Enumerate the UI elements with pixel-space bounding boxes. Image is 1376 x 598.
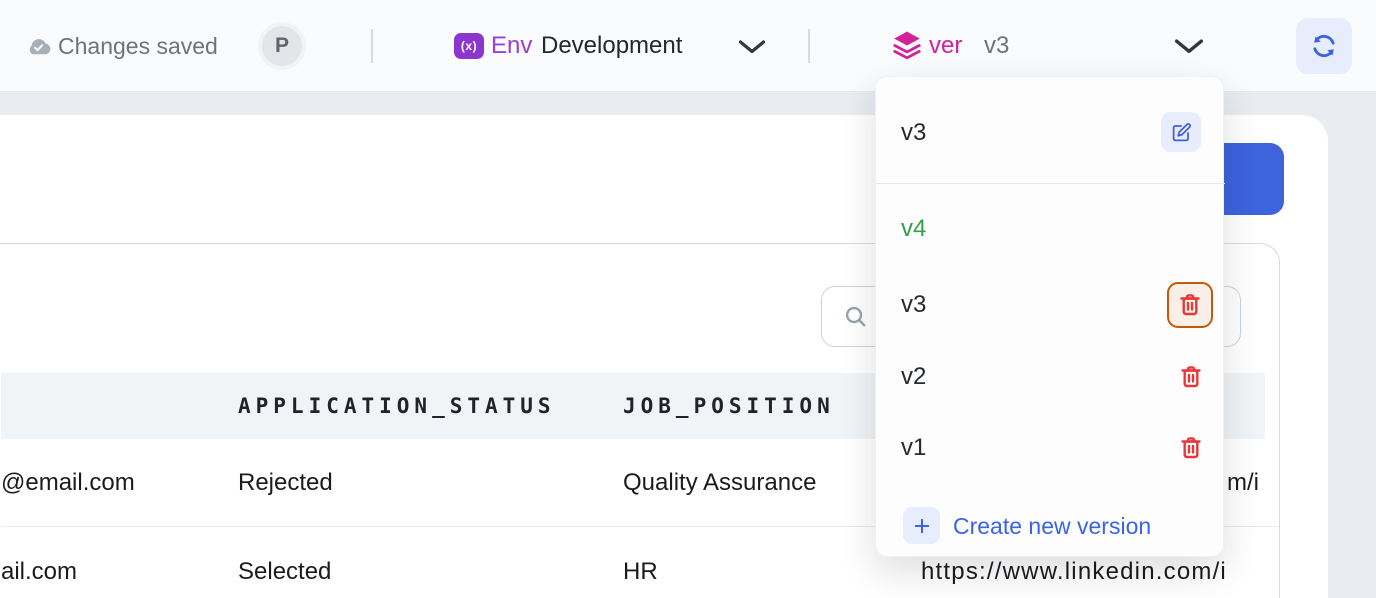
cell-application-status: Rejected xyxy=(238,469,333,496)
version-item-label: v3 xyxy=(901,291,927,318)
refresh-icon xyxy=(1313,34,1335,58)
edit-pencil-icon xyxy=(1172,122,1191,141)
delete-version-button[interactable] xyxy=(1167,282,1213,328)
cell-job-position: HR xyxy=(623,558,658,585)
refresh-button[interactable] xyxy=(1296,18,1352,74)
version-item-v2[interactable]: v2 xyxy=(876,353,1225,401)
cell-email: @email.com xyxy=(1,469,135,496)
environment-icon: (x) xyxy=(454,33,484,59)
column-header-application-status[interactable]: APPLICATION_STATUS xyxy=(238,394,556,418)
cell-email: ail.com xyxy=(1,558,78,585)
column-header-job-position[interactable]: JOB_POSITION xyxy=(623,394,835,418)
version-dropdown-menu: v3 v4 v3 v2 xyxy=(875,76,1225,557)
create-new-version-label: Create new version xyxy=(953,513,1152,539)
current-version-name: v3 xyxy=(901,119,927,146)
cloud-check-icon xyxy=(29,39,51,55)
cell-application-status: Selected xyxy=(238,558,332,585)
chevron-down-icon[interactable] xyxy=(1173,39,1205,54)
table-row[interactable]: @email.com Rejected Quality Assurance m/… xyxy=(1,439,1279,527)
trash-icon xyxy=(1181,366,1201,388)
version-item-v4[interactable]: v4 xyxy=(876,205,1225,253)
version-item-v1[interactable]: v1 xyxy=(876,424,1225,472)
cell-url: https://www.linkedin.com/i xyxy=(921,558,1227,585)
version-item-v3[interactable]: v3 xyxy=(876,281,1225,329)
trash-icon xyxy=(1181,437,1201,459)
trash-icon xyxy=(1180,294,1200,316)
table-row[interactable]: ail.com Selected HR https://www.linkedin… xyxy=(1,528,1279,598)
version-label: ver xyxy=(929,32,963,59)
rename-version-button[interactable] xyxy=(1161,112,1201,152)
chevron-down-icon[interactable] xyxy=(738,40,766,54)
topbar-divider xyxy=(808,29,810,63)
cell-job-position: Quality Assurance xyxy=(623,469,817,496)
delete-version-button[interactable] xyxy=(1175,432,1207,464)
delete-version-button[interactable] xyxy=(1175,361,1207,393)
version-layers-icon xyxy=(893,31,921,60)
env-label: Env xyxy=(491,32,533,59)
create-new-version-button[interactable]: Create new version xyxy=(876,502,1225,550)
version-item-label: v2 xyxy=(901,363,927,390)
version-item-label: v1 xyxy=(901,434,927,461)
version-selector-value[interactable]: v3 xyxy=(984,32,1010,59)
env-selector-value[interactable]: Development xyxy=(541,32,683,59)
save-status-text: Changes saved xyxy=(58,33,218,59)
search-icon xyxy=(845,306,866,326)
version-item-label: v4 xyxy=(901,215,927,242)
topbar-divider xyxy=(371,29,373,63)
avatar[interactable]: P xyxy=(262,26,302,66)
plus-icon xyxy=(903,507,940,544)
dropdown-divider xyxy=(876,183,1225,184)
cell-url: m/i xyxy=(1227,469,1259,496)
